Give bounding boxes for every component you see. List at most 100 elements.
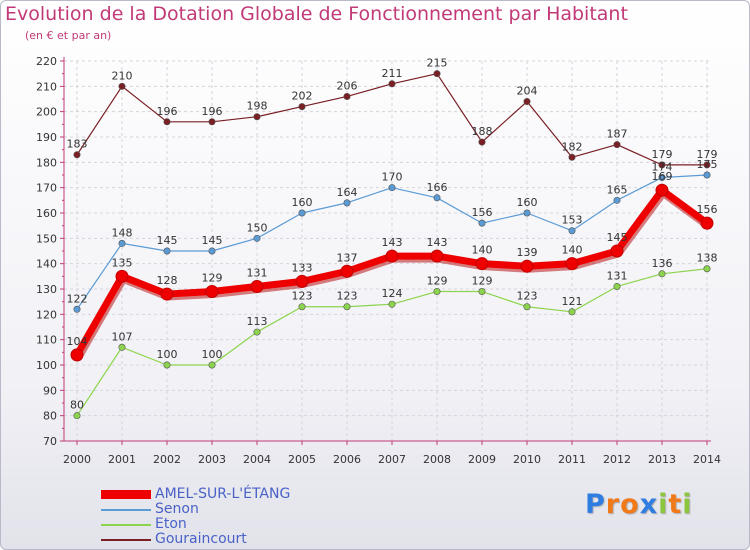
chart-subtitle: (en € et par an)	[25, 29, 112, 42]
data-label: 169	[652, 170, 673, 183]
x-tick-label: 2009	[468, 453, 496, 466]
data-point	[430, 249, 444, 263]
x-tick-label: 2014	[693, 453, 721, 466]
y-tick-label: 100	[36, 359, 57, 372]
y-tick-label: 180	[36, 156, 57, 169]
data-label: 143	[427, 236, 448, 249]
data-point	[565, 257, 579, 271]
data-point	[340, 264, 354, 278]
data-label: 128	[157, 274, 178, 287]
data-label: 129	[472, 275, 493, 288]
data-label: 145	[202, 234, 223, 247]
data-label: 139	[517, 246, 538, 259]
data-point	[253, 113, 261, 121]
logo-letter: t	[668, 489, 683, 520]
data-point	[208, 118, 216, 126]
data-point	[475, 257, 489, 271]
data-label: 187	[607, 128, 628, 141]
x-tick-label: 2000	[63, 453, 91, 466]
data-point	[163, 361, 171, 369]
data-label: 160	[517, 196, 538, 209]
data-point	[613, 282, 621, 290]
data-label: 164	[337, 186, 358, 199]
legend-label-gouraincourt: Gouraincourt	[155, 531, 247, 547]
x-tick-label: 2002	[153, 453, 181, 466]
data-point	[208, 247, 216, 255]
data-point	[478, 288, 486, 296]
data-label: 122	[67, 292, 88, 305]
chart-title: Evolution de la Dotation Globale de Fonc…	[5, 3, 628, 25]
logo-letter: i	[682, 489, 693, 520]
data-point	[295, 274, 309, 288]
data-label: 143	[382, 236, 403, 249]
data-label: 138	[697, 252, 718, 265]
data-point	[523, 209, 531, 217]
data-label: 182	[562, 140, 583, 153]
data-point	[658, 161, 666, 169]
data-label: 156	[697, 203, 718, 216]
data-point	[163, 118, 171, 126]
y-tick-label: 70	[43, 435, 57, 448]
y-tick-label: 110	[36, 334, 57, 347]
data-label: 121	[562, 295, 583, 308]
data-label: 206	[337, 79, 358, 92]
data-point	[610, 244, 624, 258]
data-point	[385, 249, 399, 263]
data-point	[73, 412, 81, 420]
data-point	[118, 82, 126, 90]
data-label: 107	[112, 330, 133, 343]
data-label: 198	[247, 100, 268, 113]
data-label: 196	[202, 105, 223, 118]
y-tick-label: 200	[36, 106, 57, 119]
data-label: 196	[157, 105, 178, 118]
x-tick-label: 2001	[108, 453, 136, 466]
data-label: 129	[427, 275, 448, 288]
data-point	[298, 103, 306, 111]
y-tick-label: 90	[43, 384, 57, 397]
x-tick-label: 2011	[558, 453, 586, 466]
data-point	[433, 288, 441, 296]
data-point	[388, 80, 396, 88]
data-label: 131	[607, 269, 628, 282]
data-point	[388, 184, 396, 192]
data-label: 153	[562, 214, 583, 227]
data-label: 131	[247, 266, 268, 279]
data-point	[655, 183, 669, 197]
data-label: 179	[652, 148, 673, 161]
data-point	[700, 216, 714, 230]
data-label: 137	[337, 251, 358, 264]
data-point	[253, 234, 261, 242]
y-tick-label: 210	[36, 80, 57, 93]
data-point	[433, 70, 441, 78]
y-tick-label: 150	[36, 232, 57, 245]
data-point	[343, 303, 351, 311]
data-point	[163, 247, 171, 255]
data-point	[253, 328, 261, 336]
x-tick-label: 2003	[198, 453, 226, 466]
logo-letter: o	[620, 489, 640, 520]
data-point	[703, 171, 711, 179]
x-tick-label: 2013	[648, 453, 676, 466]
data-point	[388, 300, 396, 308]
data-point	[160, 287, 174, 301]
y-tick-label: 140	[36, 258, 57, 271]
data-label: 174	[652, 161, 673, 174]
data-label: 135	[112, 256, 133, 269]
y-tick-label: 130	[36, 283, 57, 296]
data-label: 145	[607, 231, 628, 244]
data-label: 140	[472, 244, 493, 257]
data-point	[115, 269, 129, 283]
data-point	[298, 209, 306, 217]
legend-swatch-gouraincourt	[101, 539, 151, 541]
y-tick-label: 220	[36, 55, 57, 68]
data-label: 204	[517, 85, 538, 98]
data-point	[703, 161, 711, 169]
data-point	[568, 308, 576, 316]
logo-letter: r	[605, 489, 621, 520]
data-point	[205, 285, 219, 299]
data-point	[658, 270, 666, 278]
data-point	[250, 279, 264, 293]
data-label: 100	[157, 348, 178, 361]
